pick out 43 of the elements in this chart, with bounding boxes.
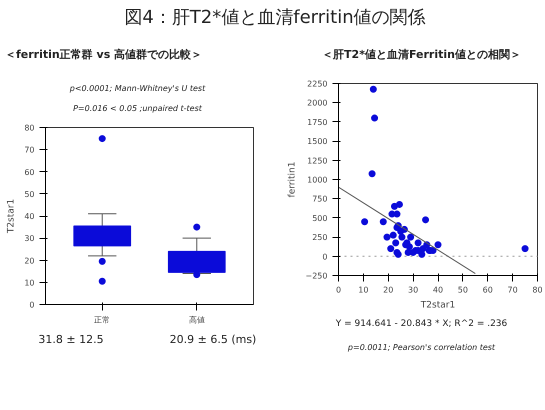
- y-tick-label: 50: [24, 190, 35, 199]
- y-tick-label: 1250: [307, 156, 328, 166]
- y-tick-label: 750: [312, 194, 328, 204]
- x-tick-label: 10: [358, 286, 368, 294]
- text: Y = 914.641 - 20.843 * X; R^2 = .236: [336, 318, 508, 331]
- y-tick-label: 20: [24, 256, 35, 266]
- y-tick-label: −250: [306, 272, 328, 280]
- y-tick-label: 1000: [307, 176, 328, 184]
- y-tick-label: 30: [24, 234, 35, 244]
- y-tick-label: 2000: [307, 98, 328, 108]
- y-axis-title: ferritin1: [288, 162, 298, 198]
- x-tick-label: 60: [482, 286, 493, 294]
- x-tick-label: 高値: [188, 316, 205, 324]
- y-tick-label: 1500: [307, 137, 328, 146]
- y-axis-title: T2star1: [6, 198, 16, 234]
- y-tick-label: 250: [312, 233, 328, 242]
- x-axis-title: T2star1: [420, 300, 456, 310]
- text: 20.9 ± 6.5 (ms): [170, 332, 256, 348]
- y-tick-label: 70: [24, 146, 35, 155]
- y-tick-label: 0: [29, 300, 35, 310]
- y-tick-label: 2250: [307, 80, 328, 88]
- x-tick-label: 30: [408, 286, 418, 294]
- y-tick-label: 60: [24, 168, 35, 177]
- text: P=0.016 < 0.05 ;unpaired t-test: [73, 103, 202, 114]
- x-tick-label: 70: [508, 286, 518, 294]
- x-tick-label: 50: [458, 286, 468, 294]
- x-tick-label: 40: [432, 286, 444, 294]
- chart-title: 図4：肝T2*値と血清ferritin値の関係: [124, 6, 426, 30]
- y-tick-label: 0: [322, 252, 328, 262]
- x-tick-label: 正常: [94, 316, 110, 324]
- y-tick-label: 1750: [307, 118, 328, 127]
- y-tick-label: 80: [24, 124, 35, 132]
- text: 31.8 ± 12.5: [38, 332, 104, 348]
- text: p=0.0011; Pearson's correlation test: [348, 342, 496, 354]
- text: p<0.0001; Mann-Whitney's U test: [70, 83, 206, 94]
- chart-subtitle: ＜ferritin正常群 vs 高値群での比較＞: [5, 47, 202, 63]
- x-tick-label: 80: [532, 286, 543, 294]
- y-tick-label: 10: [24, 278, 35, 288]
- y-tick-label: 40: [24, 212, 35, 221]
- x-tick-label: 0: [336, 286, 342, 294]
- x-tick-label: 20: [383, 286, 394, 294]
- y-tick-label: 500: [312, 214, 328, 223]
- chart-title: ＜肝T2*値と血清Ferritin値との相関＞: [322, 47, 521, 63]
